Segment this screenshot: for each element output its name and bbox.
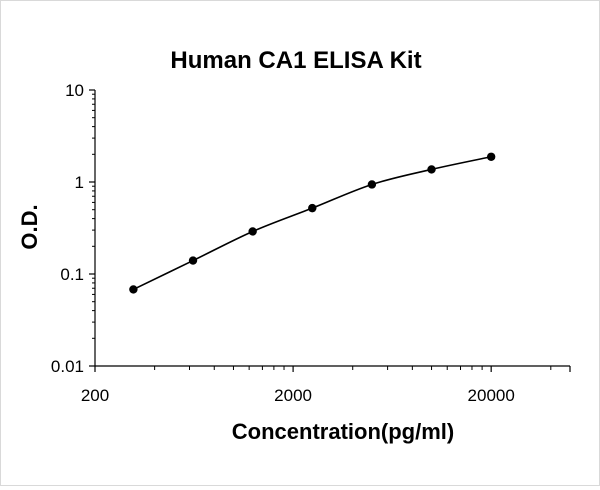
series-group: [129, 152, 496, 294]
data-point: [188, 256, 198, 265]
data-point: [367, 180, 377, 189]
x-axis-title: Concentration(pg/ml): [232, 419, 454, 444]
data-point: [129, 285, 138, 294]
data-point: [248, 227, 257, 236]
axes: 10 1 0.1 0.01 200 2000 20000: [51, 81, 571, 405]
data-point: [486, 152, 496, 161]
y-tick-label: 10: [65, 81, 84, 100]
data-point: [308, 203, 317, 213]
series-line: [133, 155, 492, 291]
y-axis-title: O.D.: [17, 204, 42, 249]
chart-title: Human CA1 ELISA Kit: [170, 47, 421, 74]
x-tick-label: 2000: [274, 386, 312, 405]
x-tick-label: 20000: [468, 386, 515, 405]
y-tick-label: 0.01: [51, 357, 84, 376]
y-tick-label: 1: [75, 173, 84, 192]
x-tick-label: 200: [81, 386, 109, 405]
data-point: [427, 165, 436, 174]
y-tick-label: 0.1: [60, 265, 84, 284]
